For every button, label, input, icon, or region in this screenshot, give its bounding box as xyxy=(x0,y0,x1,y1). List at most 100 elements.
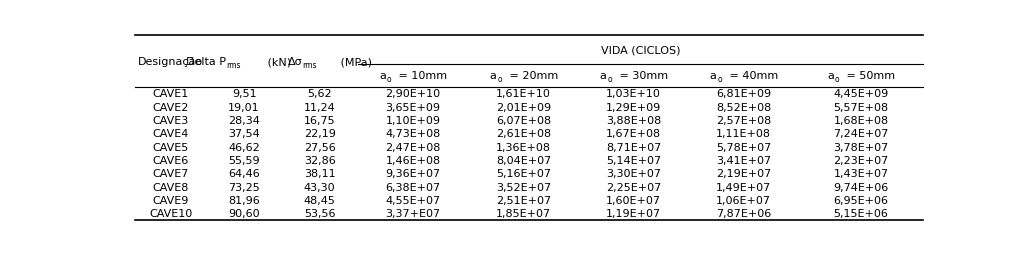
Text: Delta P: Delta P xyxy=(187,57,226,67)
Text: 3,78E+07: 3,78E+07 xyxy=(834,142,889,152)
Text: 22,19: 22,19 xyxy=(303,129,335,139)
Text: 3,30E+07: 3,30E+07 xyxy=(606,169,662,179)
Text: CAVE10: CAVE10 xyxy=(150,209,193,218)
Text: 2,25E+07: 2,25E+07 xyxy=(606,182,662,192)
Text: 73,25: 73,25 xyxy=(228,182,260,192)
Text: 1,67E+08: 1,67E+08 xyxy=(606,129,662,139)
Text: 81,96: 81,96 xyxy=(228,195,260,205)
Text: 4,55E+07: 4,55E+07 xyxy=(386,195,441,205)
Text: rms: rms xyxy=(226,61,241,70)
Text: 55,59: 55,59 xyxy=(228,155,260,165)
Text: = 50mm: = 50mm xyxy=(843,71,896,81)
Text: 3,52E+07: 3,52E+07 xyxy=(496,182,551,192)
Text: 1,49E+07: 1,49E+07 xyxy=(716,182,771,192)
Text: 9,74E+06: 9,74E+06 xyxy=(834,182,889,192)
Text: CAVE6: CAVE6 xyxy=(153,155,189,165)
Text: 3,41E+07: 3,41E+07 xyxy=(716,155,771,165)
Text: 1,19E+07: 1,19E+07 xyxy=(606,209,662,218)
Text: CAVE7: CAVE7 xyxy=(153,169,189,179)
Text: = 30mm: = 30mm xyxy=(616,71,668,81)
Text: a: a xyxy=(710,71,716,81)
Text: 6,38E+07: 6,38E+07 xyxy=(386,182,441,192)
Text: 4,45E+09: 4,45E+09 xyxy=(834,89,889,99)
Text: o: o xyxy=(835,75,839,84)
Text: Designação: Designação xyxy=(138,57,203,67)
Text: 16,75: 16,75 xyxy=(303,116,335,125)
Text: 5,16E+07: 5,16E+07 xyxy=(496,169,551,179)
Text: a: a xyxy=(489,71,496,81)
Text: 2,47E+08: 2,47E+08 xyxy=(385,142,441,152)
Text: CAVE3: CAVE3 xyxy=(153,116,189,125)
Text: 5,62: 5,62 xyxy=(308,89,332,99)
Text: CAVE4: CAVE4 xyxy=(153,129,189,139)
Text: = 40mm: = 40mm xyxy=(725,71,778,81)
Text: 1,36E+08: 1,36E+08 xyxy=(496,142,551,152)
Text: CAVE1: CAVE1 xyxy=(153,89,189,99)
Text: 8,71E+07: 8,71E+07 xyxy=(606,142,662,152)
Text: 9,51: 9,51 xyxy=(232,89,256,99)
Text: 11,24: 11,24 xyxy=(303,102,335,112)
Text: 32,86: 32,86 xyxy=(303,155,335,165)
Text: 1,61E+10: 1,61E+10 xyxy=(496,89,551,99)
Text: 2,57E+08: 2,57E+08 xyxy=(716,116,771,125)
Text: 7,24E+07: 7,24E+07 xyxy=(833,129,889,139)
Text: 3,65E+09: 3,65E+09 xyxy=(386,102,441,112)
Text: 1,10E+09: 1,10E+09 xyxy=(386,116,441,125)
Text: 43,30: 43,30 xyxy=(303,182,335,192)
Text: 5,57E+08: 5,57E+08 xyxy=(834,102,889,112)
Text: Δσ: Δσ xyxy=(288,57,302,67)
Text: 1,29E+09: 1,29E+09 xyxy=(606,102,662,112)
Text: 4,73E+08: 4,73E+08 xyxy=(385,129,441,139)
Text: 1,03E+10: 1,03E+10 xyxy=(606,89,660,99)
Text: 7,87E+06: 7,87E+06 xyxy=(716,209,771,218)
Text: 6,95E+06: 6,95E+06 xyxy=(834,195,889,205)
Text: 5,14E+07: 5,14E+07 xyxy=(606,155,662,165)
Text: 3,37+E07: 3,37+E07 xyxy=(386,209,441,218)
Text: 2,19E+07: 2,19E+07 xyxy=(716,169,771,179)
Text: a: a xyxy=(600,71,607,81)
Text: = 10mm: = 10mm xyxy=(395,71,448,81)
Text: 6,07E+08: 6,07E+08 xyxy=(496,116,551,125)
Text: 1,43E+07: 1,43E+07 xyxy=(834,169,889,179)
Text: o: o xyxy=(717,75,722,84)
Text: VIDA (CICLOS): VIDA (CICLOS) xyxy=(601,45,680,56)
Text: 9,36E+07: 9,36E+07 xyxy=(386,169,441,179)
Text: 1,11E+08: 1,11E+08 xyxy=(716,129,771,139)
Text: rms: rms xyxy=(302,61,317,70)
Text: 5,78E+07: 5,78E+07 xyxy=(716,142,771,152)
Text: 6,81E+09: 6,81E+09 xyxy=(716,89,771,99)
Text: 2,61E+08: 2,61E+08 xyxy=(496,129,551,139)
Text: o: o xyxy=(387,75,391,84)
Text: 37,54: 37,54 xyxy=(228,129,260,139)
Text: 46,62: 46,62 xyxy=(228,142,260,152)
Text: 1,60E+07: 1,60E+07 xyxy=(606,195,662,205)
Text: 8,52E+08: 8,52E+08 xyxy=(716,102,771,112)
Text: 2,01E+09: 2,01E+09 xyxy=(496,102,551,112)
Text: 38,11: 38,11 xyxy=(303,169,335,179)
Text: CAVE2: CAVE2 xyxy=(153,102,189,112)
Text: o: o xyxy=(607,75,612,84)
Text: 90,60: 90,60 xyxy=(228,209,260,218)
Text: CAVE9: CAVE9 xyxy=(153,195,189,205)
Text: CAVE5: CAVE5 xyxy=(153,142,189,152)
Text: CAVE8: CAVE8 xyxy=(153,182,189,192)
Text: 53,56: 53,56 xyxy=(303,209,335,218)
Text: 3,88E+08: 3,88E+08 xyxy=(606,116,662,125)
Text: 1,68E+08: 1,68E+08 xyxy=(834,116,889,125)
Text: = 20mm: = 20mm xyxy=(506,71,558,81)
Text: 27,56: 27,56 xyxy=(303,142,335,152)
Text: 64,46: 64,46 xyxy=(228,169,260,179)
Text: 2,90E+10: 2,90E+10 xyxy=(386,89,441,99)
Text: 28,34: 28,34 xyxy=(228,116,260,125)
Text: 1,85E+07: 1,85E+07 xyxy=(496,209,551,218)
Text: a: a xyxy=(379,71,386,81)
Text: 1,46E+08: 1,46E+08 xyxy=(386,155,441,165)
Text: 48,45: 48,45 xyxy=(303,195,335,205)
Text: a: a xyxy=(828,71,834,81)
Text: 19,01: 19,01 xyxy=(228,102,260,112)
Text: (kN): (kN) xyxy=(264,57,291,67)
Text: 2,51E+07: 2,51E+07 xyxy=(496,195,551,205)
Text: 1,06E+07: 1,06E+07 xyxy=(716,195,771,205)
Text: o: o xyxy=(497,75,502,84)
Text: 5,15E+06: 5,15E+06 xyxy=(834,209,889,218)
